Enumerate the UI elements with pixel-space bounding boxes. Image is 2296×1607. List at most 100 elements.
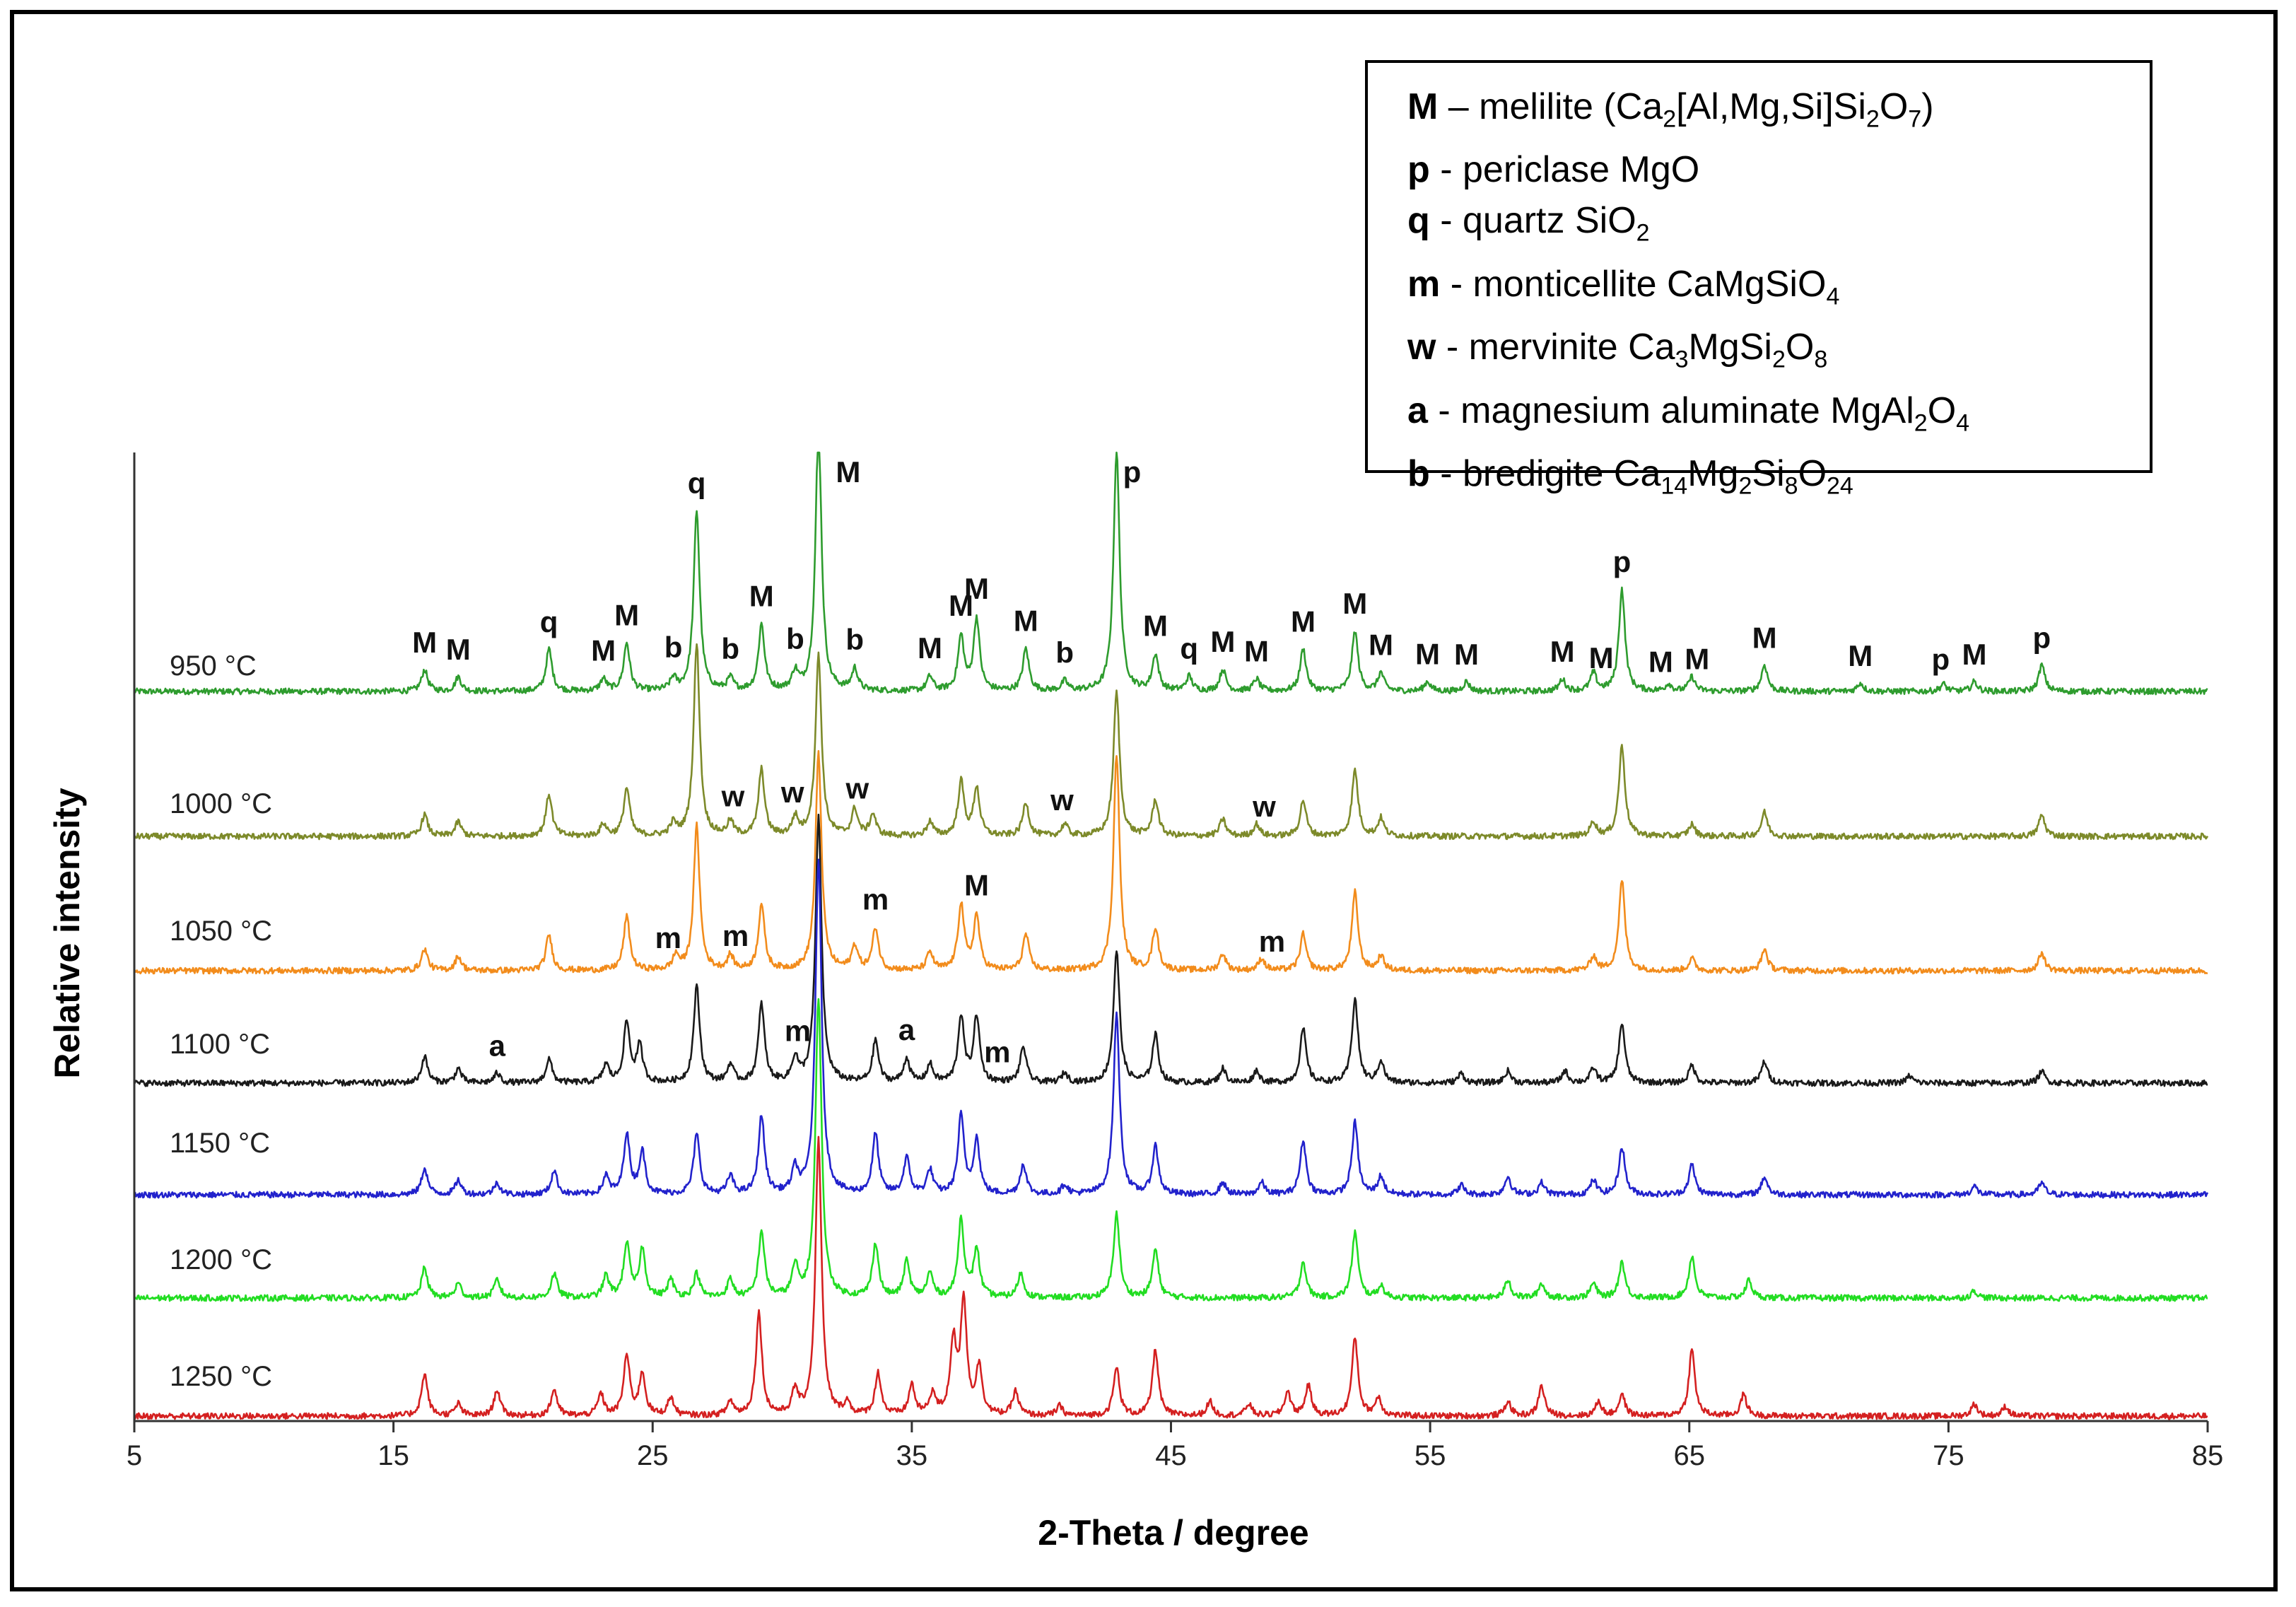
legend-separator: -: [1429, 149, 1463, 191]
peak-annotation: M: [1589, 641, 1614, 674]
legend-formula: Ca14Mg2Si8O24: [1613, 452, 1853, 500]
peak-annotation: w: [1050, 783, 1074, 817]
peak-annotation: m: [655, 921, 681, 954]
peak-annotation: m: [785, 1015, 811, 1048]
peak-annotation: q: [540, 605, 558, 638]
peak-annotation: M: [1752, 621, 1777, 654]
peak-annotation: M: [1291, 605, 1316, 638]
legend-entry: m - monticellite CaMgSiO4: [1407, 259, 2150, 322]
peak-annotation: p: [1932, 643, 1950, 676]
x-tick-label: 45: [1155, 1440, 1187, 1471]
peak-annotation: M: [836, 455, 860, 489]
legend-symbol: q: [1407, 200, 1430, 242]
peak-annotation: m: [1259, 925, 1285, 958]
series-line-1200C: [133, 998, 2208, 1302]
legend-symbol: m: [1407, 263, 1441, 305]
legend-separator: -: [1429, 200, 1463, 242]
peak-annotation: M: [964, 572, 989, 605]
peak-annotation: M: [918, 631, 942, 665]
peak-annotation: w: [780, 776, 804, 809]
legend-phase-name: bredigite: [1462, 452, 1614, 494]
phase-legend: M – melilite (Ca2[Al,Mg,Si]Si2O7) p - per…: [1365, 60, 2152, 499]
peak-annotation: M: [1342, 587, 1367, 620]
peak-annotation: a: [898, 1013, 915, 1046]
legend-formula: CaMgSiO4: [1667, 263, 1840, 310]
series-layer: [133, 451, 2209, 1420]
peak-annotation: a: [489, 1029, 506, 1063]
x-tick-label: 85: [2192, 1440, 2224, 1471]
legend-formula: MgAl2O4: [1830, 390, 1970, 436]
legend-symbol: p: [1407, 149, 1430, 191]
x-tick-label: 35: [896, 1440, 928, 1471]
x-tick-label: 75: [1933, 1440, 1964, 1471]
series-line-1250C: [134, 1135, 2208, 1420]
legend-symbol: M: [1407, 86, 1439, 127]
x-axis-label: 2-Theta / degree: [1038, 1513, 1308, 1553]
series-line-1150C: [133, 858, 2209, 1199]
legend-separator: -: [1436, 327, 1469, 368]
legend-formula: (Ca2[Al,Mg,Si]Si2O7): [1603, 86, 1934, 133]
peak-annotation: M: [591, 633, 616, 667]
legend-phase-name: melilite: [1479, 86, 1604, 127]
peak-annotation: w: [845, 772, 869, 805]
peak-annotation: M: [1685, 643, 1709, 676]
peak-annotation: M: [1962, 638, 1987, 671]
legend-entry: p - periclase MgO: [1407, 144, 2150, 195]
peak-annotation: w: [1252, 790, 1276, 823]
peak-annotation: p: [2033, 621, 2051, 654]
legend-symbol: b: [1407, 452, 1430, 494]
series-line-950C: [133, 451, 2208, 696]
peak-annotation: b: [786, 622, 804, 655]
legend-phase-name: magnesium aluminate: [1460, 390, 1831, 431]
y-axis-label: Relative intensity: [47, 788, 87, 1078]
legend-formula: MgO: [1620, 149, 1700, 191]
x-tick-label: 55: [1414, 1440, 1446, 1471]
legend-symbol: a: [1407, 390, 1428, 431]
legend-separator: -: [1429, 452, 1463, 494]
peak-annotation: m: [722, 919, 749, 952]
peak-annotation: M: [412, 626, 437, 659]
series-temp-label: 1050 °C: [170, 916, 272, 947]
x-tick-label: 15: [377, 1440, 409, 1471]
peak-annotation: b: [721, 632, 739, 665]
peak-annotation: M: [1244, 635, 1269, 668]
legend-separator: -: [1440, 263, 1473, 305]
legend-separator: -: [1427, 390, 1461, 431]
legend-entry: a - magnesium aluminate MgAl2O4: [1407, 385, 2150, 448]
x-tick-label: 25: [637, 1440, 669, 1471]
legend-entry: w - mervinite Ca3MgSi2O8: [1407, 322, 2150, 385]
peak-annotation: b: [664, 631, 683, 664]
peak-annotation: p: [1123, 455, 1142, 489]
peak-annotation: q: [688, 466, 706, 499]
peak-annotation: q: [1180, 631, 1198, 665]
peak-annotation: M: [1454, 638, 1479, 671]
series-temp-label: 1150 °C: [170, 1128, 270, 1159]
legend-entry: M – melilite (Ca2[Al,Mg,Si]Si2O7): [1407, 81, 2150, 144]
axes-layer: 5 15 25 35 45 55 65 75 85: [127, 452, 2223, 1471]
peak-annotation: b: [1055, 636, 1074, 670]
series-temp-label: 1250 °C: [170, 1361, 272, 1392]
series-line-1100C: [133, 813, 2208, 1087]
series-temp-label: 950 °C: [170, 650, 257, 682]
peak-annotation: M: [1210, 625, 1235, 658]
peak-annotation: M: [1415, 638, 1440, 671]
legend-entry: b - bredigite Ca14Mg2Si8O24: [1407, 448, 2150, 511]
peak-annotation: m: [984, 1036, 1010, 1069]
peak-annotation: m: [862, 883, 889, 916]
legend-symbol: w: [1407, 327, 1436, 368]
x-tick-label: 65: [1674, 1440, 1706, 1471]
x-tick-label: 5: [127, 1440, 142, 1471]
legend-entry: q - quartz SiO2: [1407, 195, 2150, 258]
legend-phase-name: monticellite: [1472, 263, 1668, 305]
series-line-1050C: [133, 749, 2208, 975]
series-line-1000C: [134, 643, 2209, 841]
peak-annotation: b: [845, 623, 864, 656]
peak-annotation: M: [1143, 609, 1168, 642]
peak-annotation: M: [1369, 628, 1393, 661]
peak-annotation: M: [749, 579, 774, 612]
peak-annotation: M: [614, 598, 639, 631]
peak-annotation: M: [949, 589, 973, 622]
peak-annotation: M: [1550, 635, 1575, 668]
series-temp-label: 1100 °C: [170, 1029, 270, 1060]
